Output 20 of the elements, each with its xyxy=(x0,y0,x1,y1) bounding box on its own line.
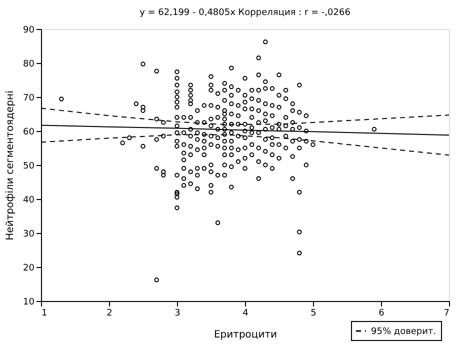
y-tick-label: 50 xyxy=(23,162,35,172)
x-tick-label: 7 xyxy=(444,308,450,318)
y-tick-label: 60 xyxy=(23,128,35,138)
y-axis-title: Нейтрофіли сегментоядерні xyxy=(5,90,16,240)
legend-label: 95% доверит. xyxy=(371,327,436,337)
y-tick-label: 10 xyxy=(23,298,35,308)
y-tick-label: 30 xyxy=(23,230,35,240)
chart-title: y = 62,199 - 0,4805x Корреляция : r = -,0266 xyxy=(140,8,351,18)
x-tick-label: 3 xyxy=(174,308,180,318)
x-tick-label: 4 xyxy=(242,308,249,318)
x-tick-label: 6 xyxy=(378,308,385,318)
y-tick-label: 40 xyxy=(23,196,35,206)
x-axis-title: Еритроцити xyxy=(214,330,278,340)
x-tick-label: 5 xyxy=(310,308,316,318)
y-tick-label: 90 xyxy=(23,26,35,36)
y-tick-label: 70 xyxy=(23,94,35,104)
y-tick-label: 80 xyxy=(23,60,35,70)
y-tick-label: 20 xyxy=(23,264,35,274)
x-tick-label: 1 xyxy=(42,308,48,318)
x-tick-label: 2 xyxy=(106,308,112,318)
